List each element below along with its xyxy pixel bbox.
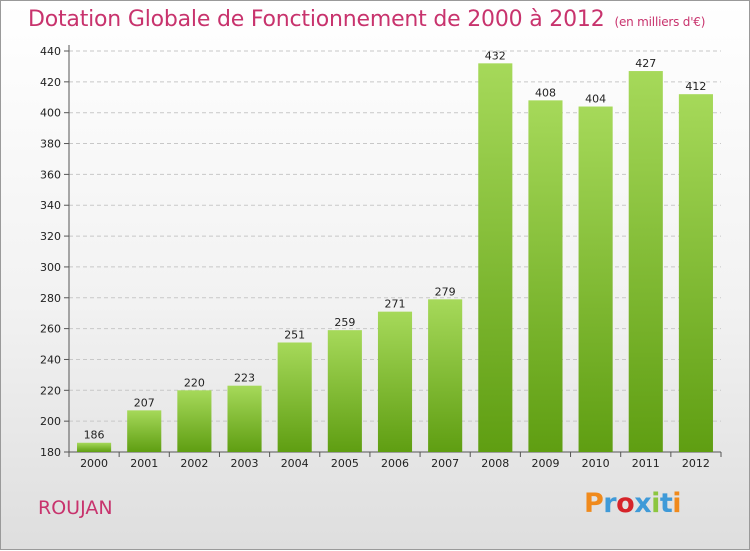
bar [377,311,413,452]
logo-letter: r [603,488,617,519]
chart-title-text: Dotation Globale de Fonctionnement de 20… [28,7,605,32]
bar [678,94,713,452]
data-label: 259 [334,316,355,329]
y-tick-label: 400 [40,107,61,120]
bar [528,100,563,452]
y-tick-label: 280 [40,292,61,305]
data-label: 408 [535,86,556,99]
data-label: 279 [435,285,456,298]
x-tick-label: 2001 [130,457,158,470]
chart-title: Dotation Globale de Fonctionnement de 20… [28,7,705,32]
x-tick-label: 2010 [582,457,610,470]
x-tick-label: 2004 [281,457,309,470]
bar [227,385,262,452]
x-tick-label: 2006 [381,457,409,470]
bar [578,106,613,453]
bar [277,342,312,452]
x-tick-label: 2007 [431,457,459,470]
data-label: 223 [234,372,255,385]
bar [127,410,162,452]
bar [428,299,463,452]
bar [177,390,212,452]
x-tick-label: 2002 [180,457,208,470]
data-label: 412 [685,80,706,93]
y-tick-label: 440 [40,45,61,58]
y-tick-label: 200 [40,415,61,428]
label-layer: 186 207 220 223 251 259 271 279 432 408 404 427 412 [84,49,707,441]
x-tick-label: 2011 [632,457,660,470]
data-label: 404 [585,93,606,106]
logo-letter: o [616,488,635,519]
logo-letter: t [659,488,673,519]
x-tick-label: 2000 [80,457,108,470]
y-tick-label: 380 [40,138,61,151]
data-label: 220 [184,376,205,389]
y-tick-label: 240 [40,353,61,366]
logo-letter: i [651,488,660,519]
y-tick-label: 300 [40,261,61,274]
bar [478,63,513,452]
x-tick-label: 2008 [481,457,509,470]
chart-unit: (en milliers d'€) [614,15,706,29]
x-tick-label: 2009 [531,457,559,470]
data-label: 432 [485,49,506,62]
bar [327,330,362,452]
y-tick-label: 360 [40,168,61,181]
data-label: 186 [84,429,105,442]
y-tick-label: 220 [40,384,61,397]
y-tick-label: 260 [40,323,61,336]
data-label: 427 [635,57,656,70]
logo-letter: i [672,488,682,519]
x-tick-label: 2012 [682,457,710,470]
data-label: 207 [134,396,155,409]
x-tick-label: 2005 [331,457,359,470]
x-tick-label: 2003 [231,457,259,470]
place-name: ROUJAN [38,497,113,519]
logo-letter: x [634,488,652,519]
bar-layer [77,63,713,453]
y-tick-label: 340 [40,199,61,212]
axis-layer: 180 200 220 240 260 280 300 320 340 360 380 400 420 4… [40,45,722,470]
data-label: 271 [385,298,406,311]
logo-letter: P [584,488,604,519]
bar [628,71,663,453]
bar [77,442,112,452]
data-label: 251 [284,328,305,341]
y-tick-label: 180 [40,446,61,459]
y-tick-label: 420 [40,76,61,89]
y-tick-label: 320 [40,230,61,243]
proxiti-logo[interactable]: Proxiti [584,488,682,519]
